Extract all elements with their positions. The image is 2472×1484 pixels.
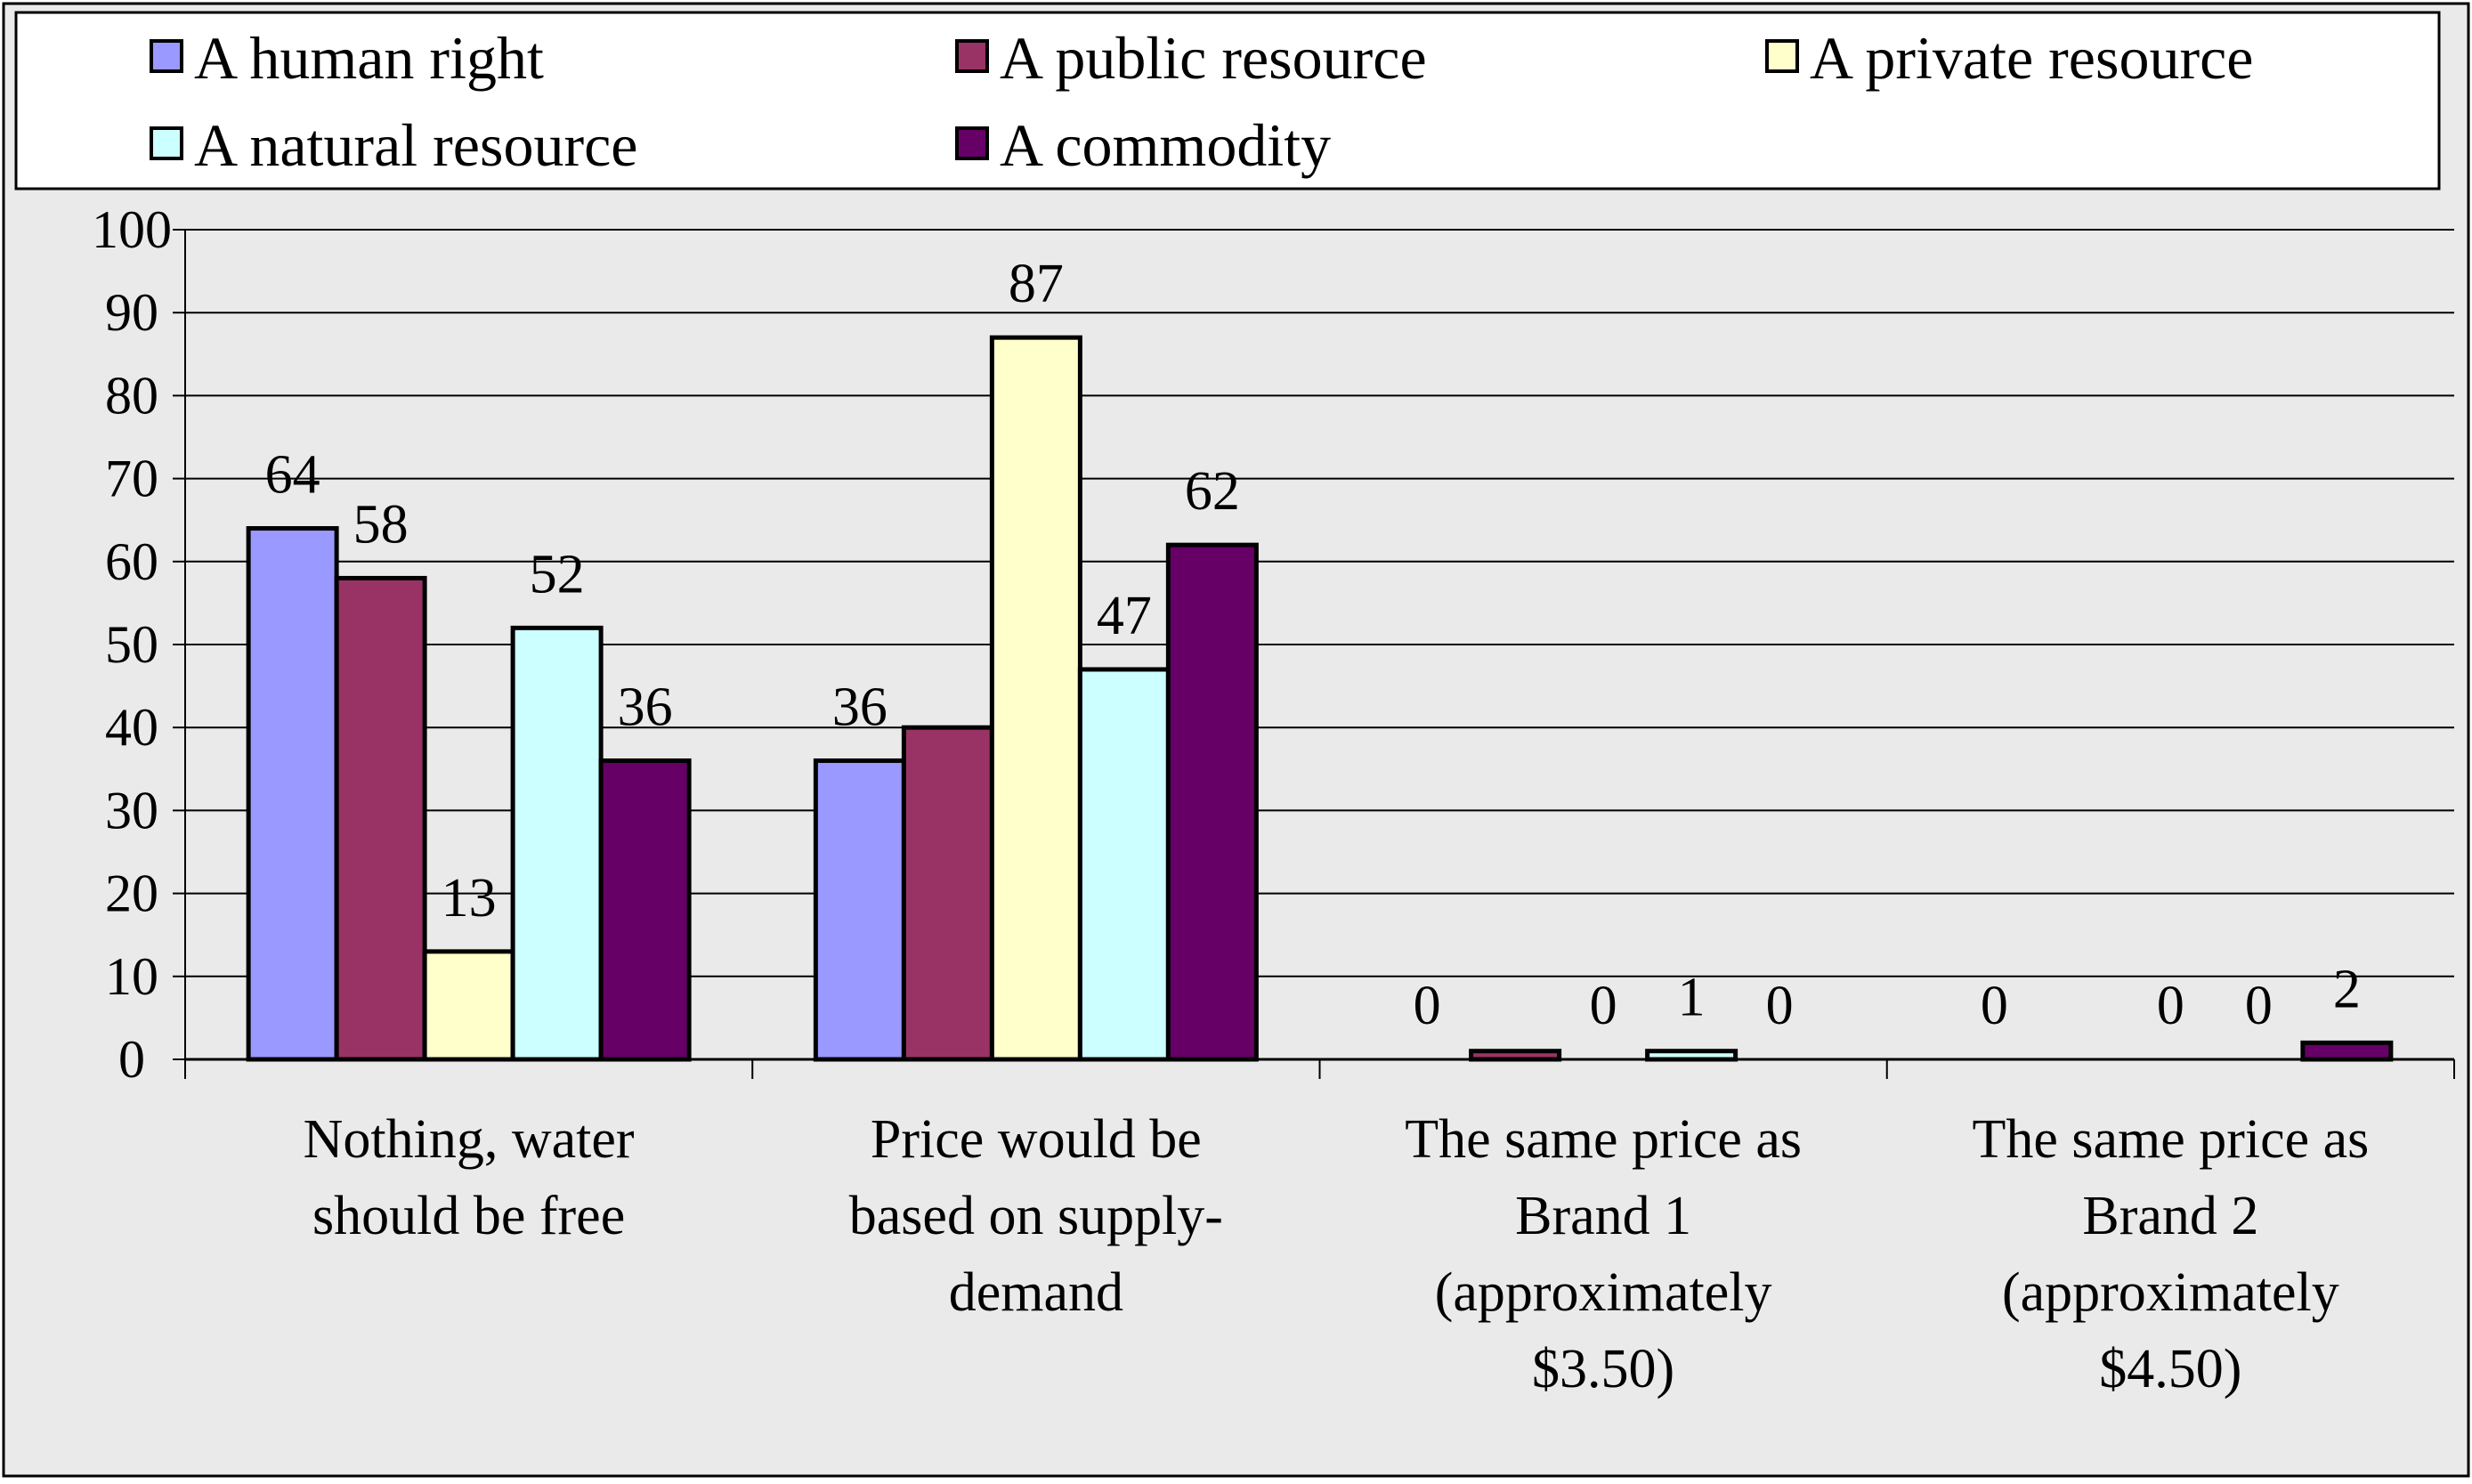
bars <box>246 335 2394 1062</box>
data-label: 47 <box>1097 586 1152 646</box>
bar <box>1077 667 1171 1062</box>
bar <box>1645 1049 1739 1062</box>
legend-swatch <box>1765 39 1799 73</box>
legend-swatch <box>150 126 183 160</box>
y-tick-label: 30 <box>105 781 158 839</box>
y-tick-label: 40 <box>105 698 158 757</box>
y-tick-label: 80 <box>105 366 158 425</box>
y-tick-label: 60 <box>105 532 158 591</box>
bar <box>246 526 339 1062</box>
data-label: 0 <box>2245 976 2273 1036</box>
y-tick-label: 100 <box>92 200 172 259</box>
data-label: 52 <box>530 544 585 604</box>
data-label: 0 <box>1590 976 1617 1036</box>
bar <box>813 758 906 1062</box>
data-label: 1 <box>1678 968 1706 1028</box>
x-category-label: Price would be based on supply-demand <box>849 1109 1223 1323</box>
bar <box>989 335 1082 1062</box>
data-label: 62 <box>1185 461 1240 522</box>
y-tick-label: 10 <box>105 947 158 1006</box>
y-tick-label: 20 <box>105 864 158 923</box>
legend-label: A public resource <box>1000 24 1427 92</box>
legend-swatch <box>955 39 989 73</box>
data-label: 0 <box>1766 976 1794 1036</box>
y-tick-label: 0 <box>118 1030 145 1089</box>
bar <box>1469 1049 1562 1062</box>
data-label: 0 <box>1414 976 1441 1036</box>
data-label: 87 <box>1009 254 1064 314</box>
x-category-label: The same price as Brand 1 (approximately $3… <box>1405 1109 1802 1399</box>
bar <box>334 575 427 1062</box>
data-label: 2 <box>2333 959 2361 1019</box>
legend-label: A private resource <box>1810 24 2253 92</box>
legend-swatch <box>955 126 989 160</box>
y-tick-label: 90 <box>105 283 158 342</box>
bar <box>598 758 692 1062</box>
legend-box <box>14 11 2441 191</box>
bar <box>510 625 604 1062</box>
x-category-label: Nothing, water should be free <box>304 1109 635 1246</box>
data-label: 0 <box>2157 976 2184 1036</box>
legend-swatch <box>150 39 183 73</box>
y-tick-label: 50 <box>105 615 158 674</box>
bar <box>1165 542 1259 1062</box>
y-tick-label: 70 <box>105 450 158 508</box>
data-label: 36 <box>832 677 887 737</box>
legend: A human right A public resource A private … <box>150 24 2253 179</box>
data-label: 36 <box>618 677 673 737</box>
data-label: 0 <box>1981 976 2008 1036</box>
legend-label: A human right <box>194 24 544 92</box>
bar <box>2300 1040 2394 1062</box>
legend-label: A commodity <box>1000 111 1331 179</box>
legend-label: A natural resource <box>194 111 637 179</box>
x-category-label: The same price as Brand 2 (approximately $4… <box>1972 1109 2369 1399</box>
data-label: 64 <box>265 445 320 506</box>
data-label: 13 <box>442 868 497 929</box>
bar <box>422 949 515 1062</box>
data-label: 58 <box>353 494 409 555</box>
bar <box>901 725 994 1062</box>
